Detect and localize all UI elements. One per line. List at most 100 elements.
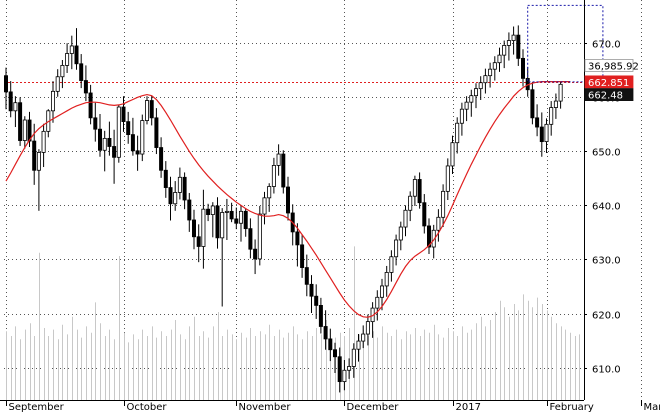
candlestick (511, 26, 516, 55)
candlestick (41, 123, 46, 168)
candle-body (262, 197, 267, 215)
candle-body (154, 117, 159, 148)
candle-body (8, 91, 13, 112)
candle-body (323, 326, 328, 340)
candle-body (22, 119, 27, 141)
candlestick (539, 112, 544, 157)
candlestick (441, 184, 446, 228)
candle-body (60, 65, 65, 78)
y-tick-label: 650.0 (592, 148, 621, 159)
candle-body (107, 137, 112, 147)
candlestick (253, 239, 258, 275)
candlestick (163, 161, 168, 198)
candle-body (215, 205, 220, 239)
candle-body (412, 179, 417, 197)
candle-body (159, 147, 164, 171)
candle-body (116, 106, 121, 158)
candle-body (149, 100, 154, 119)
candlestick (549, 101, 554, 136)
candle-body (365, 321, 370, 335)
candle-body (191, 219, 196, 238)
candlestick (300, 235, 305, 278)
candle-body (332, 349, 337, 358)
value-tag: 36,985.92 (584, 59, 639, 72)
x-tick-label: December (347, 402, 400, 412)
x-tick-label: February (550, 402, 594, 412)
candle-body (144, 100, 149, 121)
candlestick (281, 150, 286, 194)
candlestick (93, 102, 98, 142)
candle-body (220, 212, 225, 239)
y-tick-label: 610.0 (592, 365, 621, 376)
candlestick (356, 334, 361, 362)
candlestick (79, 54, 84, 89)
candle-body (229, 210, 234, 220)
candlestick (220, 208, 225, 307)
candlestick (478, 76, 483, 100)
candle-body (497, 54, 502, 64)
candle-body (394, 239, 399, 258)
candle-body (51, 90, 56, 112)
candle-body (535, 117, 540, 128)
candlestick (65, 43, 70, 73)
candle-body (539, 126, 544, 143)
candlestick (379, 278, 384, 311)
candlestick (394, 234, 399, 266)
candle-body (455, 122, 460, 144)
candle-body (492, 62, 497, 70)
candlestick (55, 69, 60, 97)
candle-body (422, 202, 427, 227)
candle-body (351, 348, 356, 367)
candle-body (309, 283, 314, 297)
candlestick (168, 176, 173, 221)
candle-body (210, 205, 215, 215)
candle-body (187, 199, 192, 221)
candle-body (314, 295, 319, 306)
candle-body (79, 63, 84, 81)
candle-body (300, 244, 305, 268)
candle-body (121, 106, 126, 123)
candlestick (337, 347, 342, 393)
candlestick (196, 224, 201, 263)
value-tag-label: 662.851 (588, 78, 629, 89)
candlestick (347, 358, 352, 379)
candle-body (558, 83, 563, 102)
candle-body (389, 256, 394, 273)
candlestick (210, 202, 215, 238)
candle-body (126, 121, 131, 135)
candle-body (483, 75, 488, 84)
candle-body (459, 108, 464, 124)
candlestick (51, 81, 56, 123)
candlestick (234, 207, 239, 230)
candle-body (238, 210, 243, 224)
candlestick (469, 89, 474, 117)
x-tick-label: 2017 (456, 402, 481, 412)
candle-body (69, 45, 74, 54)
candlestick (224, 198, 229, 240)
candle-body (285, 186, 290, 214)
candlestick (530, 82, 535, 125)
candle-body (257, 213, 262, 260)
candle-body (511, 34, 516, 41)
candlestick (276, 144, 281, 176)
candle-body (328, 338, 333, 351)
candlestick (69, 35, 74, 70)
candlestick (417, 172, 422, 209)
candlestick (267, 183, 272, 212)
candlestick (365, 314, 370, 346)
volume-bars (6, 246, 580, 400)
value-tag-box (584, 59, 634, 72)
candle-body (464, 101, 469, 110)
candle-body (356, 340, 361, 350)
candlesticks (4, 25, 563, 393)
candle-body (55, 76, 60, 92)
candlestick (121, 96, 126, 132)
moving-average-line (5, 81, 570, 318)
candle-body (243, 210, 248, 230)
y-tick-label: 640.0 (592, 202, 621, 213)
candle-body (375, 296, 380, 309)
candlestick (497, 47, 502, 72)
candlestick (328, 328, 333, 362)
x-tick-label: October (127, 402, 168, 412)
